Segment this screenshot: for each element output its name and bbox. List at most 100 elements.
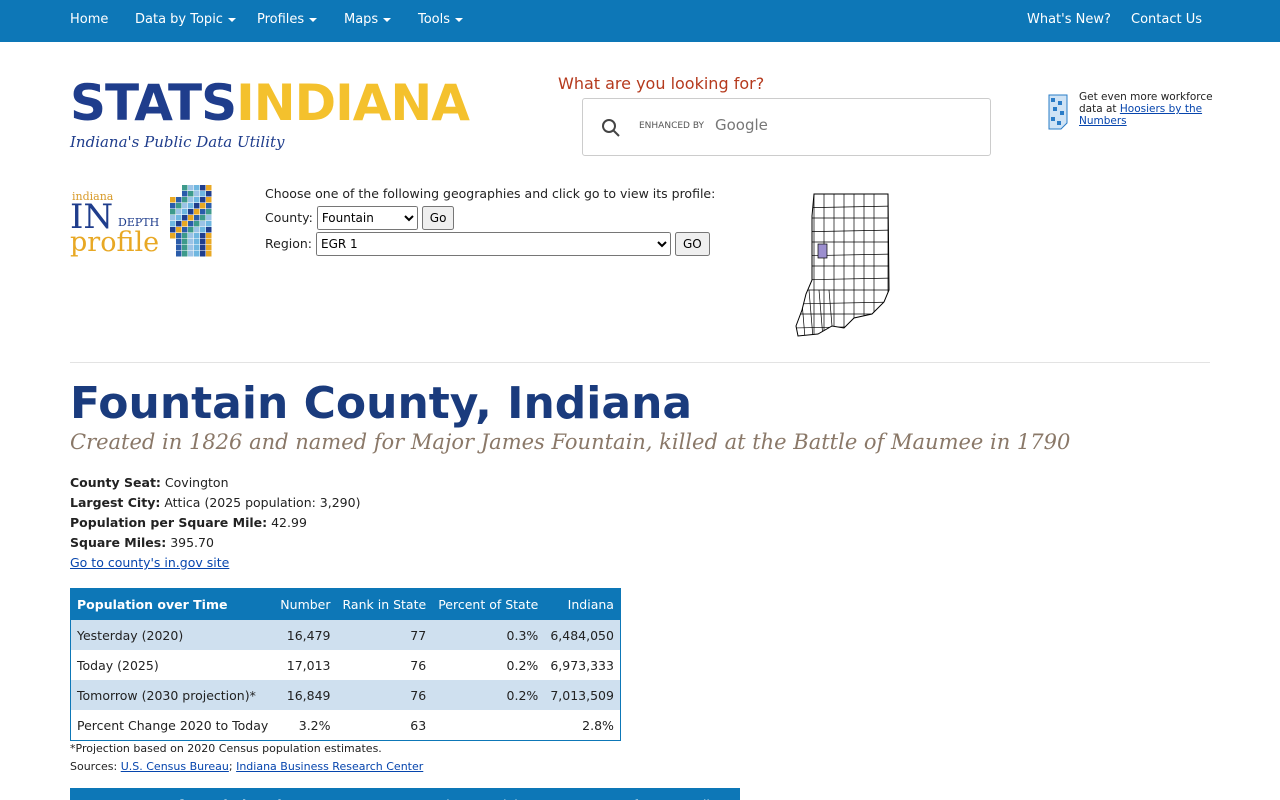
fact-row: Population per Square Mile: 42.99 — [70, 513, 360, 533]
nav-maps[interactable]: Maps — [344, 12, 392, 27]
table-row: Today (2025) 17,013 76 0.2% 6,973,333 — [71, 650, 621, 680]
source-separator: ; — [228, 760, 233, 773]
region-go[interactable]: GO — [674, 232, 710, 256]
table-cell: Yesterday (2020) — [70, 620, 275, 650]
table-cell: Tomorrow (2030 projection)* — [70, 680, 275, 710]
table-row: Yesterday (2020) 16,479 77 0.3% 6,484,050 — [70, 620, 621, 650]
search-box[interactable]: ENHANCED BY Google — [582, 98, 991, 156]
header-cell: Number — [410, 788, 474, 800]
fact-row: County Seat: Covington — [70, 473, 360, 493]
fact-value: Covington — [164, 475, 229, 490]
tagline: Indiana's Public Data Utility — [70, 133, 285, 151]
site-logo[interactable]: STATSINDIANA — [70, 74, 470, 132]
fact-label: Largest City: — [70, 495, 161, 510]
geo-instruction: Choose one of the following geographies … — [265, 186, 716, 201]
header-cell: Indiana — [544, 588, 621, 620]
search-prompt: What are you looking for? — [558, 74, 765, 93]
fact-value: Attica (2025 population: 3,290) — [164, 495, 361, 510]
table-cell: 7,013,509 — [544, 680, 621, 710]
county-row: County: Fountain Go — [265, 206, 455, 230]
table-cell: 16,479 — [274, 620, 337, 650]
header-cell: Components of Population Change, 2024-20… — [70, 788, 411, 800]
header-cell: Rank in State — [336, 588, 433, 620]
table-row: Tomorrow (2030 projection)* 16,849 76 0.2% 7… — [70, 680, 621, 710]
table-cell: 16,849 — [274, 680, 337, 710]
county-select[interactable]: Fountain — [316, 206, 418, 230]
nav-profiles[interactable]: Profiles — [257, 12, 318, 27]
nav-data-by-topic[interactable]: Data by Topic — [135, 12, 236, 27]
nav-home[interactable]: Home — [70, 12, 109, 27]
table-note: *Projection based on 2020 Census populat… — [70, 742, 382, 755]
in-depth-logo: indiana IN DEPTH profile — [70, 185, 215, 265]
search-google: Google — [715, 116, 768, 134]
table-cell: Percent Change 2020 to Today — [77, 717, 269, 733]
county-go[interactable]: Go — [421, 206, 455, 230]
county-facts: County Seat: Covington Largest City: Atti… — [70, 473, 360, 573]
region-row: Region: EGR 1 GO — [265, 232, 710, 256]
population-table: Population over Time Number Rank in State P… — [70, 588, 621, 741]
table-cell: 63 — [410, 717, 427, 733]
logo-word: IN — [70, 197, 114, 237]
table-cell: 17,013 — [286, 657, 331, 673]
nav-label: Tools — [418, 12, 451, 27]
header-cell: Percent of State — [432, 588, 545, 620]
table-cell: 76 — [336, 680, 433, 710]
promo-link[interactable]: Hoosiers by the Numbers — [1079, 103, 1203, 127]
logo-word: profile — [70, 227, 160, 258]
site-link[interactable]: Go to county's in.gov site — [70, 555, 230, 570]
fact-label: Square Miles: — [70, 535, 167, 550]
header-cell: Rank in State — [473, 788, 569, 800]
table-cell: 0.3% — [432, 620, 545, 650]
table-cell: 0.2% — [506, 657, 539, 673]
logo-indiana: INDIANA — [236, 74, 470, 132]
search-icon — [602, 119, 620, 137]
fact-row: Largest City: Attica (2025 population: 3… — [70, 493, 360, 513]
page-subtitle: Created in 1826 and named for Major Jame… — [70, 430, 1071, 454]
nav-contact[interactable]: Contact Us — [1131, 12, 1202, 27]
nav-label: Data by Topic — [135, 12, 223, 27]
header-cell: Percent of State — [568, 788, 681, 800]
region-select[interactable]: EGR 1 — [316, 232, 671, 256]
table-cell: 6,484,050 — [544, 620, 621, 650]
search-enhanced: ENHANCED BY — [639, 121, 705, 131]
logo-word: DEPTH — [118, 216, 160, 229]
page-title: Fountain County, Indiana — [70, 378, 693, 429]
logo-word: indiana — [72, 190, 114, 203]
county-label: County: — [265, 210, 313, 225]
table-cell: 2.8% — [582, 717, 614, 733]
header-cell: Population over Time — [70, 588, 275, 620]
fact-label: Population per Square Mile: — [70, 515, 268, 530]
region-label: Region: — [265, 236, 313, 251]
table-cell: 76 — [410, 657, 427, 673]
header-cell: Number — [274, 588, 337, 620]
nav-tools[interactable]: Tools — [418, 12, 464, 27]
sources-label: Sources: — [70, 760, 118, 773]
fact-value: 395.70 — [170, 535, 214, 550]
nav-label: Profiles — [257, 12, 305, 27]
top-nav: Home Data by Topic Profiles Maps Tools W… — [0, 0, 1280, 42]
header-row: Components of Population Change, 2024-20… — [70, 788, 740, 800]
header-row: Population over Time Number Rank in State P… — [70, 588, 621, 620]
logo-mosaic — [170, 185, 212, 257]
source-link[interactable]: Indiana Business Research Center — [236, 760, 424, 773]
table-cell: Today (2025) — [77, 657, 159, 673]
fact-label: County Seat: — [70, 475, 161, 490]
divider — [70, 362, 1210, 363]
header-cell: Indiana — [680, 788, 740, 800]
indiana-map[interactable] — [792, 190, 894, 338]
nav-label: Maps — [344, 12, 379, 27]
source-link[interactable]: U.S. Census Bureau — [120, 760, 229, 773]
fact-row: Go to county's in.gov site — [70, 553, 360, 573]
table-cell: 77 — [336, 620, 433, 650]
table-cell: 6,973,333 — [550, 657, 614, 673]
promo-text: Get even more workforce data at — [1079, 91, 1213, 115]
table-row: Percent Change 2020 to Today 3.2% 63 2.8% — [71, 710, 621, 741]
promo-icon — [1048, 94, 1068, 130]
components-table: Components of Population Change, 2024-20… — [70, 788, 741, 800]
table-cell: 0.2% — [432, 680, 545, 710]
fact-row: Square Miles: 395.70 — [70, 533, 360, 553]
promo: Get even more workforce data at Hoosiers… — [1079, 91, 1214, 127]
nav-whats-new[interactable]: What's New? — [1027, 12, 1111, 27]
logo-stats: STATS — [70, 74, 237, 132]
